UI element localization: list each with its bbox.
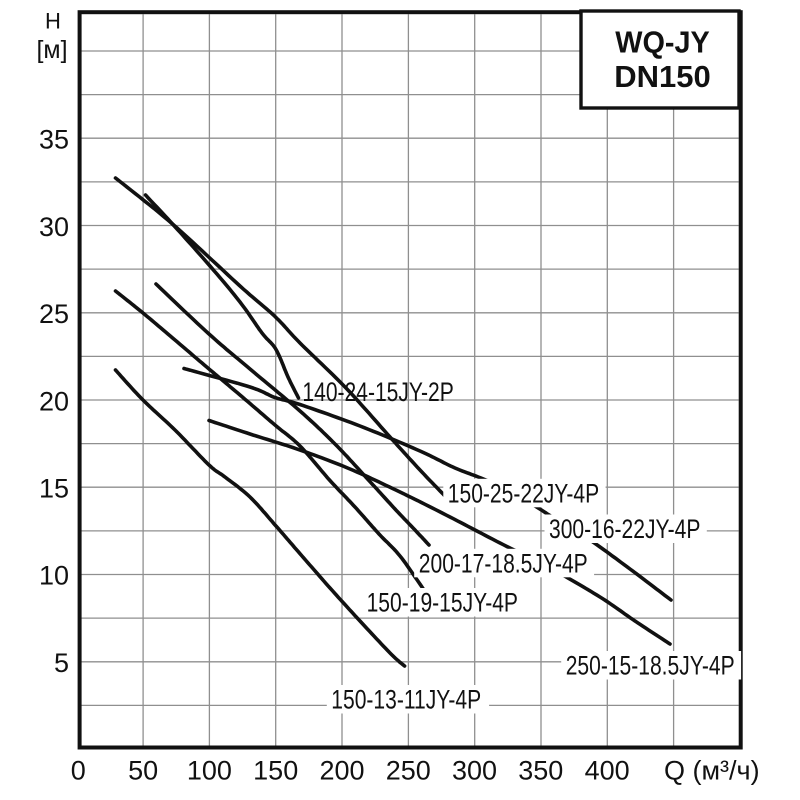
svg-text:250: 250 [386,755,431,785]
svg-text:25: 25 [39,299,69,329]
svg-text:30: 30 [39,212,69,242]
svg-text:50: 50 [128,755,158,785]
svg-text:0: 0 [71,755,86,785]
svg-text:300-16-22JY-4P: 300-16-22JY-4P [549,515,700,545]
svg-text:5: 5 [54,648,69,678]
svg-text:200: 200 [319,755,364,785]
svg-text:150-25-22JY-4P: 150-25-22JY-4P [448,479,599,509]
svg-text:250-15-18.5JY-4P: 250-15-18.5JY-4P [566,651,735,681]
svg-text:200-17-18.5JY-4P: 200-17-18.5JY-4P [419,549,588,579]
svg-text:20: 20 [39,386,69,416]
svg-text:10: 10 [39,561,69,591]
svg-text:140-24-15JY-2P: 140-24-15JY-2P [302,377,453,407]
svg-text:100: 100 [187,755,232,785]
svg-text:150-13-11JY-4P: 150-13-11JY-4P [331,685,481,715]
svg-text:H: H [45,9,61,34]
svg-text:300: 300 [452,755,497,785]
svg-text:WQ-JY: WQ-JY [615,25,710,59]
svg-text:350: 350 [518,755,563,785]
svg-text:15: 15 [39,474,69,504]
svg-text:35: 35 [39,125,69,155]
svg-text:DN150: DN150 [614,59,711,94]
svg-text:150: 150 [253,755,298,785]
svg-text:[м]: [м] [36,36,67,64]
svg-text:400: 400 [585,755,630,785]
svg-text:150-19-15JY-4P: 150-19-15JY-4P [367,588,518,618]
svg-text:Q (м³/ч): Q (м³/ч) [664,755,760,785]
